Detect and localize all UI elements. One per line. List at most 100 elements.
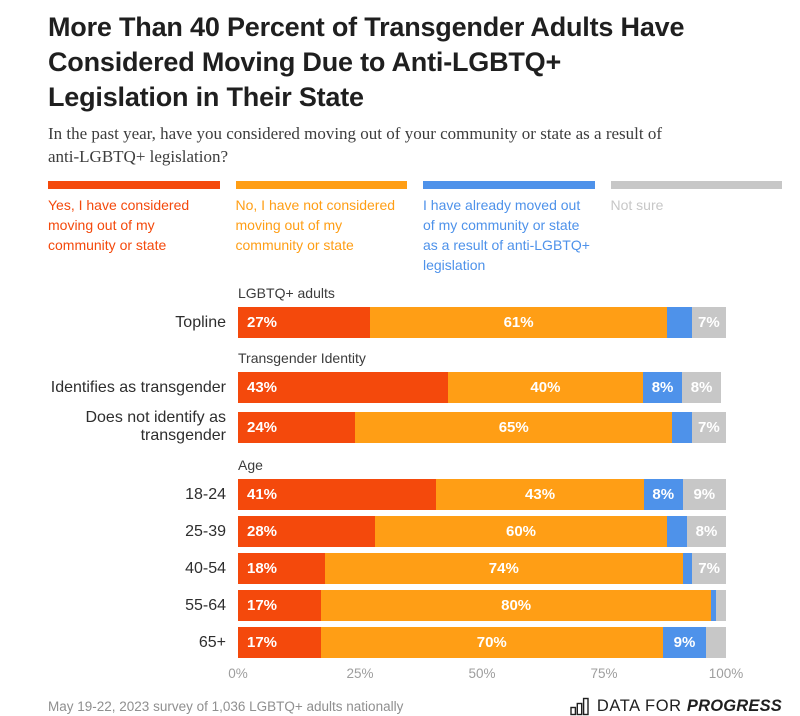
bar-segment: 61%	[369, 307, 668, 338]
bar-segment: 8%	[643, 372, 683, 403]
bar-segment	[706, 627, 726, 658]
bar-segment: 7%	[692, 553, 726, 584]
bar-track: 17% 70% 9%	[238, 627, 726, 658]
bar-row-40-54: 40-54 18% 74% 7%	[48, 553, 782, 584]
x-axis-ticks: 0% 25% 50% 75% 100%	[228, 666, 743, 683]
x-tick-50: 50%	[468, 666, 496, 681]
bar-value-label: 43%	[525, 486, 556, 503]
bar-track: 41% 43% 8% 9%	[238, 479, 727, 510]
bar-segment: 8%	[686, 516, 726, 547]
row-label: 18-24	[185, 485, 226, 503]
legend-swatch-already-moved	[423, 181, 595, 189]
bar-segment: 17%	[238, 627, 321, 658]
legend-label-yes: Yes, I have considered moving out of my …	[48, 197, 190, 253]
bar-value-label: 7%	[698, 418, 720, 436]
bar-value-label: 8%	[651, 379, 674, 396]
legend-item-not-sure: Not sure	[610, 181, 782, 275]
bar-segment: 27%	[238, 307, 370, 338]
section-transgender-identity: Transgender Identity	[48, 350, 782, 366]
bar-row-25-39: 25-39 28% 60% 8%	[48, 516, 782, 547]
bar-value-label: 41%	[247, 486, 278, 503]
bar-value-label: 80%	[501, 597, 532, 614]
x-tick-0: 0%	[228, 666, 248, 681]
bar-track: 28% 60% 8%	[238, 516, 726, 547]
bar-segment: 9%	[682, 479, 727, 510]
bar-segment: 9%	[662, 627, 707, 658]
bar-row-18-24: 18-24 41% 43% 8% 9%	[48, 479, 782, 510]
legend-swatch-not-sure	[610, 181, 782, 189]
bar-segment: 60%	[374, 516, 668, 547]
row-label: 65+	[198, 633, 226, 651]
bar-track: 18% 74% 7%	[238, 553, 726, 584]
bar-segment: 7%	[691, 307, 726, 338]
bar-value-label: 70%	[476, 634, 507, 651]
bar-segment: 41%	[238, 479, 437, 510]
section-age: Age	[48, 457, 782, 473]
bar-segment: 80%	[320, 590, 712, 621]
row-label: Does not identify as transgender	[85, 409, 226, 444]
title-line-1: More Than 40 Percent of Transgender Adul…	[48, 12, 685, 42]
bar-value-label: 61%	[503, 314, 534, 331]
row-label: 55-64	[185, 596, 226, 614]
section-label: Age	[238, 457, 263, 473]
bar-value-label: 17%	[247, 634, 278, 651]
stacked-bar-chart: LGBTQ+ adults Topline 27% 61% 7% Transgend…	[48, 285, 782, 683]
bar-value-label: 43%	[247, 379, 278, 396]
legend-label-not-sure: Not sure	[610, 197, 664, 213]
footer: May 19-22, 2023 survey of 1,036 LGBTQ+ a…	[48, 697, 782, 716]
bar-track: 43% 40% 8% 8%	[238, 372, 726, 403]
bar-segment	[667, 307, 692, 338]
x-tick-75: 75%	[590, 666, 618, 681]
legend-item-yes: Yes, I have considered moving out of my …	[48, 181, 220, 275]
survey-question-line-2: anti-LGBTQ+ legislation?	[48, 147, 229, 166]
bar-value-label: 7%	[698, 314, 720, 331]
bar-segment	[672, 411, 692, 443]
bar-value-label: 8%	[695, 523, 718, 540]
legend: Yes, I have considered moving out of my …	[48, 181, 782, 275]
legend-label-already-moved: I have already moved out of my community…	[423, 197, 590, 273]
bar-row-65-plus: 65+ 17% 70% 9%	[48, 627, 782, 658]
bar-row-identifies-transgender: Identifies as transgender 43% 40% 8% 8%	[48, 372, 782, 403]
bar-segment: 8%	[643, 479, 683, 510]
bar-value-label: 28%	[247, 523, 278, 540]
legend-item-no: No, I have not considered moving out of …	[235, 181, 407, 275]
bar-value-label: 9%	[673, 634, 696, 651]
logo-text: DATA FOR PROGRESS	[597, 697, 782, 716]
logo-prefix: DATA FOR	[596, 697, 682, 715]
bar-segment: 70%	[320, 627, 663, 658]
data-for-progress-logo: DATA FOR PROGRESS	[570, 697, 782, 716]
bar-segment: 28%	[238, 516, 375, 547]
section-label: Transgender Identity	[238, 350, 366, 366]
bar-value-label: 24%	[247, 418, 278, 436]
x-axis: 0% 25% 50% 75% 100%	[48, 666, 782, 683]
bar-track: 17% 80%	[238, 590, 726, 621]
bar-value-label: 40%	[530, 379, 561, 396]
bar-row-topline: Topline 27% 61% 7%	[48, 307, 782, 338]
title-line-3: Legislation in Their State	[48, 82, 364, 112]
legend-label-no: No, I have not considered moving out of …	[235, 197, 396, 253]
bar-value-label: 74%	[488, 560, 519, 577]
bar-value-label: 9%	[693, 486, 716, 503]
survey-question: In the past year, have you considered mo…	[48, 122, 782, 168]
bar-value-label: 60%	[506, 523, 537, 540]
x-tick-25: 25%	[346, 666, 374, 681]
legend-swatch-no	[235, 181, 407, 189]
bar-row-55-64: 55-64 17% 80%	[48, 590, 782, 621]
bar-value-label: 65%	[498, 418, 529, 436]
bar-track: 24% 65% 7%	[238, 411, 726, 443]
bar-value-label: 27%	[247, 314, 278, 331]
bar-segment: 40%	[447, 372, 644, 403]
bar-segment: 17%	[238, 590, 321, 621]
x-tick-100: 100%	[708, 666, 744, 681]
bar-segment	[682, 553, 693, 584]
source-note: May 19-22, 2023 survey of 1,036 LGBTQ+ a…	[48, 699, 404, 714]
legend-item-already-moved: I have already moved out of my community…	[423, 181, 595, 275]
row-label: 25-39	[185, 522, 226, 540]
bar-segment: 65%	[355, 411, 673, 443]
row-label: Topline	[175, 313, 226, 331]
bar-segment: 18%	[238, 553, 326, 584]
bar-segment: 8%	[682, 372, 722, 403]
section-lgbtq-adults: LGBTQ+ adults	[48, 285, 782, 301]
bar-track: 27% 61% 7%	[238, 307, 726, 338]
